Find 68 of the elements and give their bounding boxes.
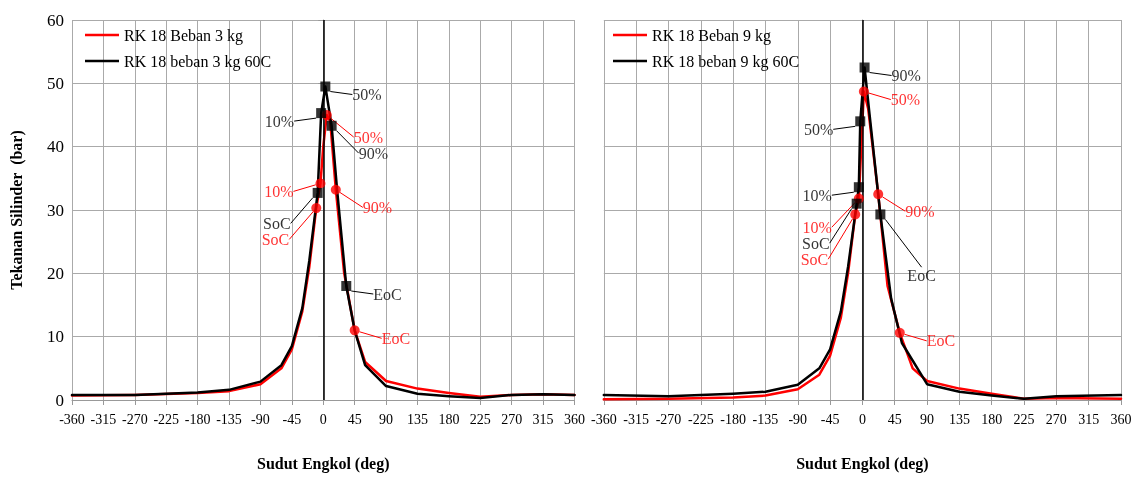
y-tick-label: 60	[47, 10, 64, 30]
annotation: EoC	[907, 266, 936, 284]
y-tick-label: 20	[47, 263, 64, 283]
annotation: 90%	[905, 202, 935, 220]
x-tick-label: -180	[720, 411, 746, 427]
annotation: 50%	[803, 120, 834, 138]
annotation: SoC	[800, 250, 829, 268]
annotation: 90%	[362, 198, 393, 216]
legend-label: RK 18 Beban 9 kg	[652, 26, 772, 45]
x-tick-label: 360	[564, 411, 585, 427]
x-tick-label: 225	[469, 411, 491, 427]
annotation: 50%	[352, 86, 382, 103]
x-tick-label: -270	[655, 411, 682, 427]
x-tick-label: 315	[532, 411, 554, 427]
x-axis-title: Sudut Engkol (deg)	[257, 454, 390, 473]
x-tick-label: 180	[981, 411, 1003, 427]
x-tick-label: -270	[121, 411, 148, 427]
legend-label: RK 18 Beban 3 kg	[124, 26, 244, 45]
annotation: 10%	[264, 112, 295, 130]
x-tick-label: 135	[406, 411, 428, 427]
annotation: 10%	[802, 186, 832, 204]
legend-label: RK 18 beban 9 kg 60C	[652, 52, 800, 71]
annotation: SoC	[802, 234, 830, 252]
annotation: 10%	[264, 182, 294, 200]
x-tick-label: -360	[591, 411, 617, 427]
x-tick-label: -90	[251, 411, 270, 427]
annotation: SoC	[261, 230, 290, 248]
x-tick-label: -90	[788, 411, 808, 427]
x-tick-label: 270	[501, 411, 523, 427]
x-tick-label: 45	[887, 411, 902, 427]
x-tick-label: 135	[948, 411, 970, 427]
y-tick-label: 10	[47, 327, 64, 347]
x-tick-label: -225	[153, 411, 180, 427]
x-tick-label: 270	[1045, 411, 1067, 427]
y-tick-label: 0	[55, 390, 64, 410]
x-tick-label: -315	[623, 411, 649, 427]
annotation: 10%	[802, 218, 832, 236]
x-tick-label: -45	[820, 411, 840, 427]
legend-label: RK 18 beban 3 kg 60C	[124, 52, 272, 71]
x-tick-label: 360	[1110, 411, 1132, 427]
x-tick-label: -225	[687, 411, 714, 427]
x-tick-label: 180	[438, 411, 460, 427]
y-tick-label: 50	[47, 73, 64, 93]
annotation: EoC	[926, 332, 956, 350]
x-tick-label: 315	[1078, 411, 1100, 427]
annotation: 90%	[358, 144, 388, 162]
y-tick-label: 30	[47, 200, 64, 220]
x-tick-label: -45	[282, 411, 302, 427]
x-tick-label: -135	[752, 411, 779, 427]
x-tick-label: 90	[920, 411, 935, 427]
x-tick-label: -135	[216, 411, 242, 427]
annotation: 50%	[353, 128, 384, 146]
annotation: 50%	[890, 91, 921, 109]
annotation: SoC	[263, 214, 291, 232]
x-tick-label: 45	[347, 411, 362, 427]
x-tick-label: -180	[184, 411, 211, 427]
annotation: 90%	[891, 67, 921, 84]
annotation: EoC	[373, 285, 402, 303]
x-tick-label: 225	[1013, 411, 1035, 427]
x-tick-label: 0	[858, 411, 866, 427]
annotation: EoC	[381, 329, 411, 347]
x-tick-label: 90	[379, 411, 394, 427]
x-tick-label: 0	[319, 411, 327, 427]
x-tick-label: -315	[90, 411, 117, 427]
y-tick-label: 40	[47, 137, 64, 157]
x-tick-label: -360	[59, 411, 85, 427]
x-axis-title: Sudut Engkol (deg)	[796, 454, 929, 473]
y-axis-title: Tekanan Silinder (bar)	[7, 130, 26, 290]
